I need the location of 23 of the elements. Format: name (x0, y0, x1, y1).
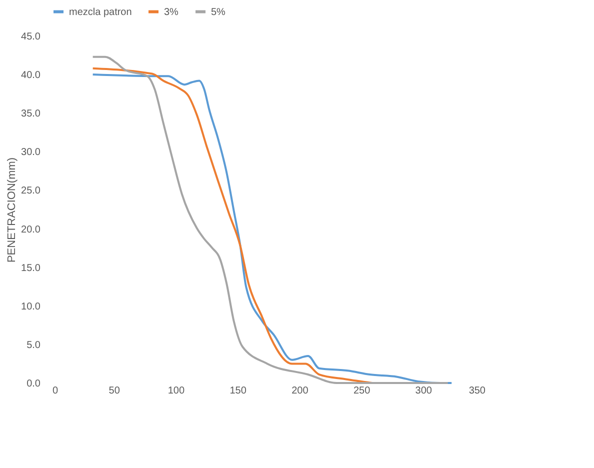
y-tick-label: 30.0 (21, 147, 41, 158)
x-tick-label: 300 (415, 386, 432, 396)
x-tick-label: 150 (230, 386, 247, 396)
x-tick-label: 250 (353, 386, 371, 396)
y-tick-label: 20.0 (21, 224, 41, 236)
legend-label: 3% (164, 6, 179, 18)
x-tick-label: 200 (292, 386, 309, 396)
line-series (92, 67, 374, 384)
y-tick-label: 40.0 (21, 70, 41, 82)
y-tick-label: 0.0 (26, 378, 41, 390)
legend-label: 5% (211, 6, 226, 18)
y-tick-label: 15.0 (21, 262, 41, 274)
y-tick-label: 25.0 (21, 186, 41, 197)
x-tick-label: 50 (108, 386, 120, 396)
y-tick-label: 35.0 (21, 108, 41, 120)
x-tick-label: 100 (168, 386, 185, 396)
x-tick-label: 350 (468, 386, 486, 396)
y-axis-title: PENETRACION(mm) (6, 157, 18, 263)
y-tick-label: 10.0 (21, 301, 41, 312)
legend-label: mezcla patron (69, 6, 132, 18)
y-tick-label: 5.0 (26, 340, 41, 351)
y-tick-label: 45.0 (21, 32, 41, 42)
x-tick-label: 0 (52, 386, 58, 396)
